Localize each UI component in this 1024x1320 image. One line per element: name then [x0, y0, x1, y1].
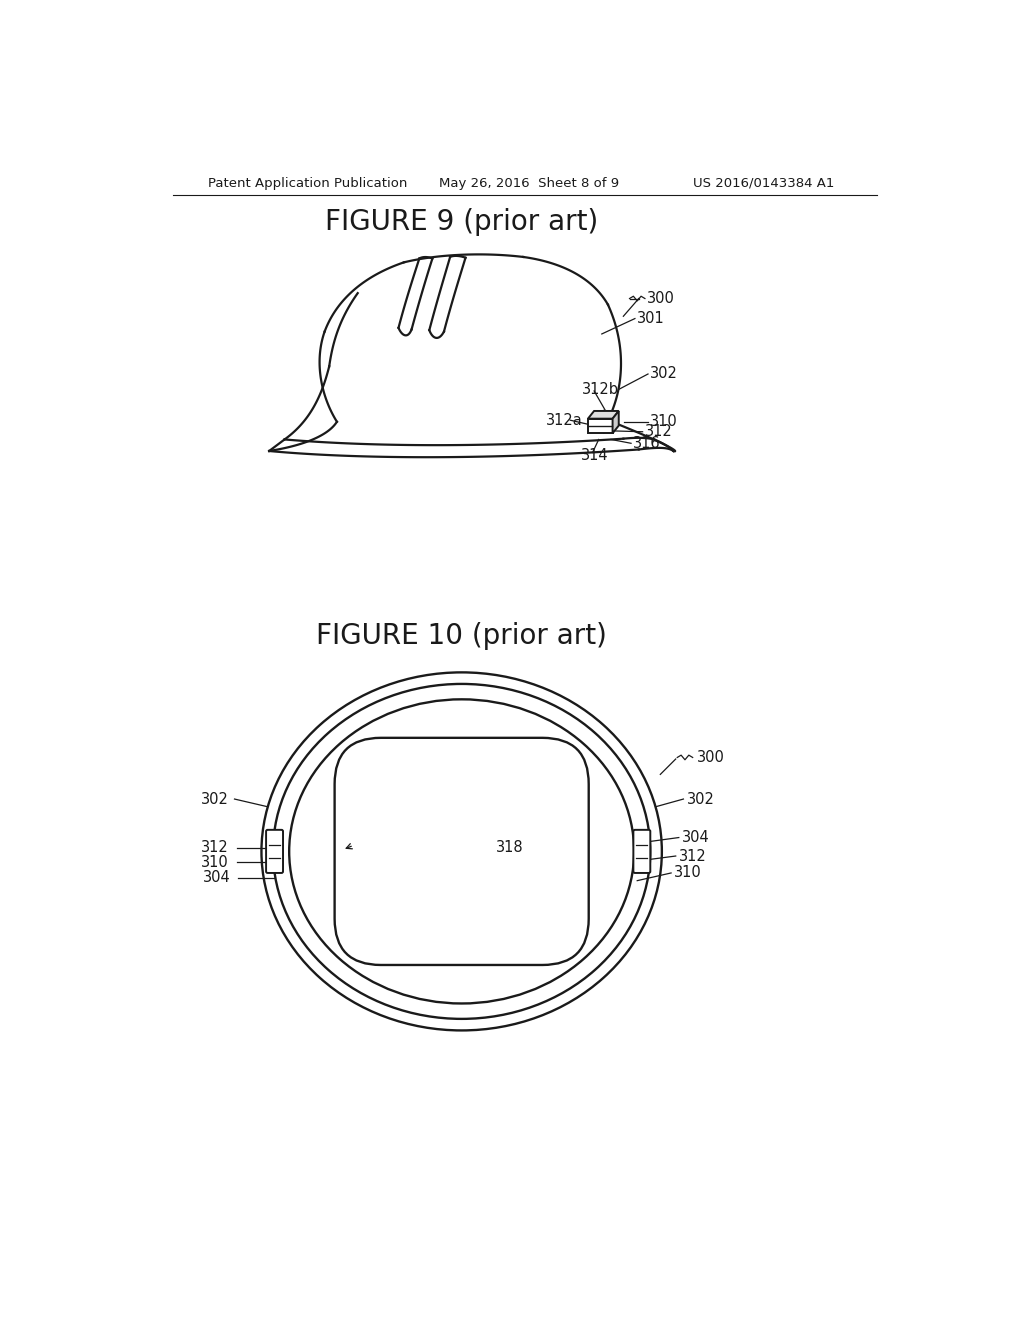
Text: 304: 304 — [682, 830, 710, 845]
Text: 300: 300 — [646, 290, 675, 306]
Text: 310: 310 — [674, 866, 701, 880]
Polygon shape — [612, 411, 618, 433]
Text: 304: 304 — [203, 870, 230, 886]
Text: 302: 302 — [650, 367, 678, 381]
Text: 310: 310 — [202, 854, 229, 870]
Text: 312: 312 — [645, 424, 673, 440]
Text: FIGURE 9 (prior art): FIGURE 9 (prior art) — [325, 207, 598, 235]
Text: 314: 314 — [581, 447, 608, 463]
Text: 302: 302 — [202, 792, 229, 807]
Text: 301: 301 — [637, 312, 665, 326]
Text: 310: 310 — [650, 414, 678, 429]
Text: Patent Application Publication: Patent Application Publication — [208, 177, 407, 190]
Text: 312a: 312a — [547, 413, 583, 428]
Text: FIGURE 10 (prior art): FIGURE 10 (prior art) — [316, 622, 607, 649]
FancyBboxPatch shape — [335, 738, 589, 965]
Text: 302: 302 — [686, 792, 715, 807]
Polygon shape — [588, 418, 612, 433]
Text: US 2016/0143384 A1: US 2016/0143384 A1 — [692, 177, 834, 190]
Text: May 26, 2016  Sheet 8 of 9: May 26, 2016 Sheet 8 of 9 — [438, 177, 618, 190]
Text: 316: 316 — [634, 436, 662, 451]
Text: 312: 312 — [202, 840, 229, 855]
Text: 312: 312 — [679, 849, 707, 863]
Polygon shape — [588, 411, 618, 418]
Text: 312b: 312b — [582, 381, 618, 397]
Text: 318: 318 — [497, 840, 524, 855]
FancyBboxPatch shape — [266, 830, 283, 873]
Text: 300: 300 — [696, 750, 724, 766]
FancyBboxPatch shape — [634, 830, 650, 873]
